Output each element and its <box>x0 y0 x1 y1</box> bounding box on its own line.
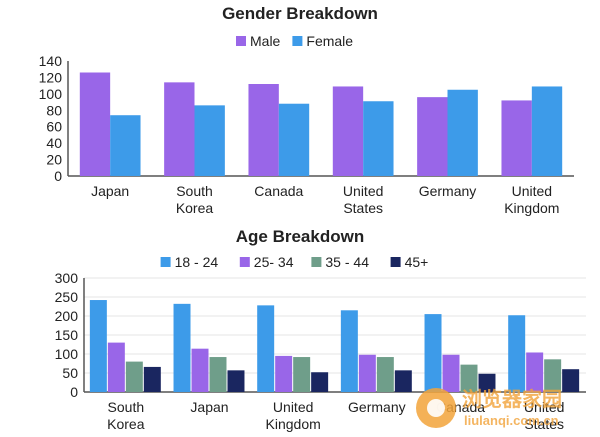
category-label-united-kingdom: Kingdom <box>266 416 321 432</box>
watermark-logo: 浏览器家园 liulanqi.com.cn <box>416 387 562 428</box>
category-label-canada: Canada <box>254 183 303 199</box>
bar-japan-18-24 <box>173 303 191 392</box>
legend-swatch-18-24 <box>160 257 171 267</box>
bar-united-states-25-34 <box>526 352 544 392</box>
bar-south-korea-male <box>164 82 195 176</box>
gender-chart-svg: Gender Breakdown Male Female 02040608010012… <box>39 4 574 216</box>
bar-germany-45 <box>394 370 412 392</box>
legend-swatch-25-34 <box>239 257 250 267</box>
gender-chart-title: Gender Breakdown <box>222 4 378 23</box>
bar-germany-25-34 <box>358 354 376 392</box>
bar-canada-25-34 <box>442 354 460 392</box>
bar-united-states-35-44 <box>544 359 562 392</box>
gender-ytick-label: 100 <box>39 86 63 102</box>
age-ytick-label: 200 <box>55 308 79 324</box>
bar-united-kingdom-male <box>501 100 532 176</box>
category-label-south-korea: South <box>108 399 145 415</box>
category-label-japan: Japan <box>91 183 129 199</box>
category-label-south-korea: Korea <box>107 416 145 432</box>
age-ytick-label: 300 <box>55 270 79 286</box>
category-label-united-states: United <box>524 399 564 415</box>
watermark: 浏览器家园 liulanqi.com.cn <box>412 383 592 433</box>
bar-south-korea-25-34 <box>107 342 125 392</box>
category-label-united-states: States <box>343 200 383 216</box>
bar-canada-male <box>248 84 279 176</box>
age-ytick-label: 250 <box>55 289 79 305</box>
bar-germany-18-24 <box>340 310 358 392</box>
bar-south-korea-45 <box>143 366 161 392</box>
bar-united-states-18-24 <box>508 315 526 392</box>
bar-canada-female <box>278 103 310 176</box>
age-chart-title: Age Breakdown <box>236 227 364 246</box>
bar-united-states-male <box>332 86 364 176</box>
bar-united-states-45 <box>562 369 580 392</box>
category-label-united-kingdom: United <box>273 399 313 415</box>
age-ytick-label: 50 <box>62 365 78 381</box>
legend-label-45: 45+ <box>405 254 429 270</box>
bar-united-kingdom-45 <box>311 372 329 392</box>
legend-swatch-male <box>236 36 246 46</box>
watermark-url: liulanqi.com.cn <box>464 413 559 428</box>
bar-south-korea-female <box>194 105 225 176</box>
legend-label-25-34: 25- 34 <box>254 254 294 270</box>
bar-united-kingdom-25-34 <box>275 355 293 392</box>
bar-south-korea-18-24 <box>89 300 107 392</box>
legend-swatch-female <box>292 36 303 46</box>
bar-united-kingdom-35-44 <box>293 357 311 392</box>
legend-label-18-24: 18 - 24 <box>175 254 219 270</box>
category-label-japan: Japan <box>190 399 228 415</box>
category-label-germany: Germany <box>419 183 477 199</box>
bar-japan-35-44 <box>209 357 227 392</box>
bar-japan-female <box>110 115 141 176</box>
category-label-united-kingdom: United <box>512 183 552 199</box>
gender-chart: Gender Breakdown Male Female 0 20 40 60 80 100 12… <box>39 4 574 216</box>
bar-canada-35-44 <box>460 364 478 392</box>
legend-label-35-44: 35 - 44 <box>325 254 369 270</box>
bar-canada-45 <box>478 373 496 392</box>
gender-ytick-label: 0 <box>54 168 62 184</box>
age-ytick-label: 150 <box>55 327 79 343</box>
legend-label-male: Male <box>250 33 281 49</box>
bar-japan-45 <box>227 370 245 392</box>
age-chart: Age Breakdown 18 - 24 25- 34 35 - 44 45+ 0 50 1… <box>0 220 600 437</box>
gender-ytick-label: 60 <box>46 119 62 135</box>
category-label-united-kingdom: Kingdom <box>504 200 559 216</box>
bar-united-kingdom-18-24 <box>257 305 275 392</box>
gender-ytick-label: 120 <box>39 69 63 85</box>
bar-germany-35-44 <box>376 357 394 392</box>
bar-canada-18-24 <box>424 314 442 392</box>
bar-japan-25-34 <box>191 348 209 392</box>
category-label-south-korea: Korea <box>176 200 214 216</box>
bar-south-korea-35-44 <box>125 361 143 392</box>
category-label-germany: Germany <box>348 399 406 415</box>
watermark-title: 浏览器家园 <box>462 387 562 411</box>
bar-united-states-female <box>363 101 394 176</box>
gender-ytick-label: 80 <box>46 102 62 118</box>
legend-swatch-35-44 <box>311 257 322 267</box>
bar-germany-female <box>447 89 478 176</box>
bar-japan-male <box>79 72 111 176</box>
age-ytick-label: 0 <box>70 384 78 400</box>
category-label-united-states: States <box>524 416 564 432</box>
legend-label-female: Female <box>306 33 353 49</box>
gender-ytick-label: 40 <box>46 135 62 151</box>
category-label-south-korea: South <box>176 183 213 199</box>
gender-ytick-label: 140 <box>39 53 63 69</box>
gender-ytick-label: 20 <box>46 152 62 168</box>
category-label-united-states: United <box>343 183 383 199</box>
legend-swatch-45 <box>390 257 401 267</box>
bar-germany-male <box>417 97 448 176</box>
bar-united-kingdom-female <box>531 86 563 176</box>
age-ytick-label: 100 <box>55 346 79 362</box>
